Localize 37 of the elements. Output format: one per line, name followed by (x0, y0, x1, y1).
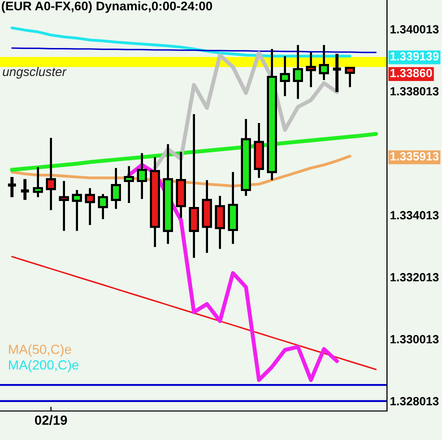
candlestick (344, 66, 355, 88)
band-label: ungscluster (2, 66, 67, 79)
y-tick-label: 1.338013 (390, 87, 439, 96)
candlestick (84, 187, 96, 226)
y-tick-label: 1.335913 (390, 152, 439, 161)
candlestick (254, 122, 264, 179)
candlestick (150, 156, 160, 248)
y-tick-label: 1.330013 (390, 335, 439, 344)
candlestick (72, 188, 82, 232)
candlestick (176, 150, 186, 219)
candlestick (318, 44, 329, 82)
candlestick (202, 179, 212, 254)
line-series (10, 26, 352, 58)
candlestick (110, 166, 121, 210)
candlestick (280, 55, 290, 98)
x-tick-label: 02/19 (34, 415, 67, 425)
line-series (127, 162, 339, 382)
text: MA(200,C)e (9, 360, 78, 372)
candlestick (98, 192, 108, 220)
y-tick-label: 1.334013 (390, 211, 439, 220)
line-series (153, 51, 339, 170)
candlestick (306, 51, 316, 88)
y-tick-label: 1.33860 (390, 68, 432, 78)
y-tick-label: 1.332013 (390, 273, 439, 282)
candlestick (292, 44, 303, 100)
candlestick (124, 165, 134, 204)
candlestick (214, 194, 225, 250)
candlestick (46, 136, 56, 212)
candlestick (188, 113, 199, 259)
candlestick (228, 170, 238, 245)
y-tick-label: 1.339139 (390, 52, 439, 61)
text: MA(50,C)e (9, 344, 72, 357)
y-tick-label: 1.328013 (390, 397, 439, 406)
candlestick (58, 180, 70, 232)
y-tick-label: 1.340013 (390, 25, 439, 34)
line-series (11, 256, 377, 370)
chart-title: (EUR A0-FX,60) Dynamic,0:00-24:00 (2, 1, 212, 13)
